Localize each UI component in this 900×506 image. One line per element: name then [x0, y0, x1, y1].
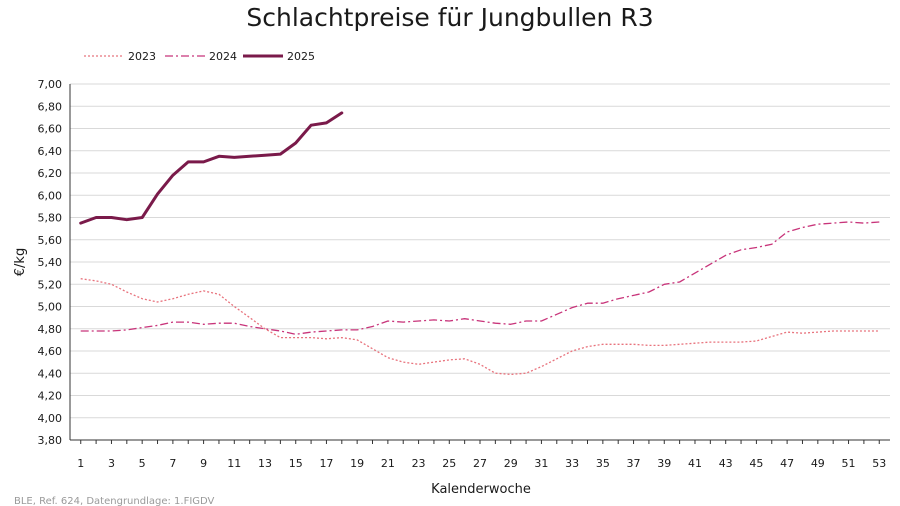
series-lines [79, 111, 880, 376]
x-tick-label: 43 [719, 457, 733, 470]
x-tick-label: 11 [227, 457, 241, 470]
x-tick-label: 27 [473, 457, 487, 470]
x-tick-label: 17 [319, 457, 333, 470]
x-tick-label: 45 [749, 457, 763, 470]
y-tick-label: 5,80 [38, 212, 63, 225]
x-tick-label: 7 [169, 457, 176, 470]
y-tick-label: 6,80 [38, 100, 63, 113]
x-tick-label: 21 [381, 457, 395, 470]
x-tick-label: 29 [504, 457, 518, 470]
y-tick-label: 6,20 [38, 167, 63, 180]
x-tick-label: 13 [258, 457, 272, 470]
y-tick-label: 6,60 [38, 123, 63, 136]
x-tick-label: 51 [842, 457, 856, 470]
y-tick-label: 4,20 [38, 390, 63, 403]
source-note: BLE, Ref. 624, Datengrundlage: 1.FIGDV [14, 496, 215, 506]
y-tick-label: 5,00 [38, 301, 63, 314]
x-tick-label: 53 [872, 457, 886, 470]
y-tick-label: 6,40 [38, 145, 63, 158]
x-tick-label: 19 [350, 457, 364, 470]
y-axis-label: €/kg [13, 248, 28, 276]
y-axis-ticks: 3,80 4,00 4,20 4,40 4,60 4,80 5,00 5,20 5,40 5,60… [38, 78, 63, 447]
y-tick-label: 6,00 [38, 189, 63, 202]
x-tick-label: 9 [200, 457, 207, 470]
y-tick-label: 4,40 [38, 367, 63, 380]
legend-label-2023: 2023 [128, 50, 156, 63]
y-tick-label: 4,80 [38, 323, 63, 336]
legend: 2023 2024 2025 [84, 50, 315, 63]
x-tick-label: 41 [688, 457, 702, 470]
y-tick-label: 7,00 [38, 78, 63, 91]
x-tick-label: 23 [412, 457, 426, 470]
x-tick-label: 49 [811, 457, 825, 470]
legend-label-2025: 2025 [287, 50, 315, 63]
legend-label-2024: 2024 [209, 50, 237, 63]
x-tick-label: 35 [596, 457, 610, 470]
x-tick-label: 39 [657, 457, 671, 470]
y-tick-label: 4,60 [38, 345, 63, 358]
x-axis-label: Kalenderwoche [431, 482, 531, 497]
x-tick-label: 31 [534, 457, 548, 470]
series-line-2023 [80, 278, 880, 376]
series-line-2024 [80, 221, 880, 335]
x-tick-label: 33 [565, 457, 579, 470]
chart-title: Schlachtpreise für Jungbullen R3 [246, 3, 653, 32]
y-tick-label: 5,60 [38, 234, 63, 247]
x-tick-label: 1 [77, 457, 84, 470]
x-tick-label: 37 [627, 457, 641, 470]
grid [69, 83, 890, 441]
x-tick-label: 3 [108, 457, 115, 470]
x-tick-label: 25 [442, 457, 456, 470]
x-tick-label: 47 [780, 457, 794, 470]
x-tick-label: 15 [289, 457, 303, 470]
y-tick-label: 4,00 [38, 412, 63, 425]
y-tick-label: 5,40 [38, 256, 63, 269]
y-tick-label: 5,20 [38, 278, 63, 291]
x-tick-label: 5 [139, 457, 146, 470]
y-tick-label: 3,80 [38, 434, 63, 447]
series-line-2025 [79, 111, 344, 225]
x-axis-ticks: 1 3 5 7 9 11 13 15 17 19 21 23 25 27 29 31 33 35 37 39 41 43 4… [77, 440, 886, 470]
